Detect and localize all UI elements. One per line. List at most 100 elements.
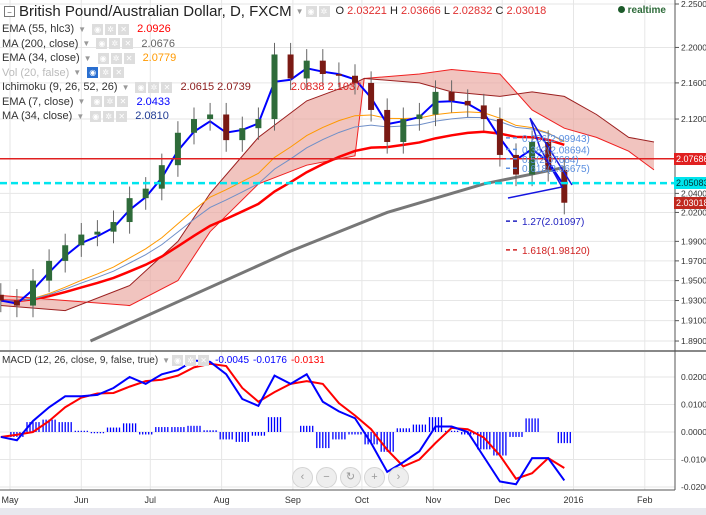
symbol-title-row: − British Pound/Australian Dollar, D, FX… [2, 0, 546, 22]
macd-legend: MACD (12, 26, close, 9, false, true) ▼ ◉… [2, 355, 325, 366]
indicator-value: 2.0676 [141, 37, 175, 50]
macd-signal-line [0, 362, 565, 480]
gear-icon[interactable]: ✲ [105, 23, 117, 35]
candle [464, 100, 471, 106]
close-icon[interactable]: ✕ [117, 96, 129, 108]
eye-icon[interactable]: ◉ [97, 52, 109, 64]
close-icon[interactable]: ✕ [123, 52, 135, 64]
y-tick-label: 2.25000 [681, 0, 706, 9]
fib-level-label: 0.382(2.08694) [522, 145, 590, 156]
ichimoku-cloud [0, 69, 655, 311]
gear-icon[interactable]: ✲ [110, 52, 122, 64]
gear-icon[interactable]: ✲ [318, 5, 330, 17]
x-tick-label: Jul [145, 495, 157, 505]
candle [432, 91, 439, 115]
legend-row: EMA (34, close) ▼ ◉ ✲ ✕ 2.0779 [2, 51, 546, 66]
gear-icon[interactable]: ✲ [103, 110, 115, 122]
indicator-value: 2.0779 [142, 52, 177, 65]
x-tick-label: 2016 [563, 495, 583, 505]
gear-icon[interactable]: ✲ [109, 38, 121, 50]
chevron-down-icon[interactable]: ▼ [121, 82, 130, 92]
gear-icon[interactable]: ✲ [148, 81, 160, 93]
y-tick-label: 1.91000 [681, 316, 706, 326]
candle [110, 222, 117, 232]
chevron-down-icon[interactable]: ▼ [73, 68, 82, 78]
eye-icon[interactable]: ◉ [96, 38, 108, 50]
collapse-icon[interactable]: − [4, 5, 15, 17]
close-icon[interactable]: ✕ [116, 110, 128, 122]
indicator-label[interactable]: Vol (20, false) [2, 66, 70, 79]
x-tick-label: Feb [637, 495, 653, 505]
eye-icon[interactable]: ◉ [87, 67, 99, 79]
macd-label[interactable]: MACD (12, 26, close, 9, false, true) [2, 355, 159, 366]
indicator-value: 2.0433 [136, 95, 171, 108]
eye-icon[interactable]: ◉ [172, 355, 184, 366]
ma34-line [0, 116, 565, 302]
close-icon[interactable]: ✕ [122, 38, 134, 50]
candle [448, 91, 455, 101]
realtime-indicator: realtime [617, 5, 666, 16]
trendline-drawing [507, 117, 573, 199]
candle [368, 82, 375, 110]
chevron-down-icon[interactable]: ▼ [83, 53, 92, 63]
eye-icon[interactable]: ◉ [305, 5, 317, 17]
reset-button[interactable]: ↻ [340, 467, 361, 488]
close-icon[interactable]: ✕ [118, 23, 130, 35]
macd-signal-value: -0.0176 [253, 355, 287, 366]
zoom-in-button[interactable]: + [364, 467, 385, 488]
indicator-label[interactable]: MA (34, close) [2, 110, 73, 123]
ema55-line [0, 130, 565, 303]
close-icon[interactable]: ✕ [161, 81, 173, 93]
y-tick-label: 1.99000 [681, 236, 706, 246]
indicator-label[interactable]: MA (200, close) [2, 37, 79, 50]
candle [13, 300, 20, 306]
fib-level-label: 1.27(2.01097) [522, 217, 584, 228]
price-badge: 2.07686 [674, 152, 706, 165]
gear-icon[interactable]: ✲ [100, 67, 112, 79]
candle [223, 114, 230, 141]
candle [335, 73, 342, 76]
candle [46, 260, 53, 281]
chevron-down-icon[interactable]: ▼ [78, 24, 87, 34]
chevron-down-icon[interactable]: ▼ [77, 97, 86, 107]
indicator-label[interactable]: EMA (7, close) [2, 95, 74, 108]
y-tick-label: 1.95000 [681, 276, 706, 286]
ohlc-readout: O 2.03221 H 2.03666 L 2.02832 C 2.03018 [335, 5, 547, 17]
candle [319, 60, 326, 74]
status-dot-icon [617, 6, 625, 13]
eye-icon[interactable]: ◉ [91, 96, 103, 108]
x-tick-label: Oct [355, 495, 370, 505]
eye-icon[interactable]: ◉ [92, 23, 104, 35]
eye-icon[interactable]: ◉ [135, 81, 147, 93]
gear-icon[interactable]: ✲ [185, 355, 197, 366]
indicator-value: 2.0810 [135, 110, 169, 123]
chevron-down-icon[interactable]: ▼ [295, 6, 304, 16]
candle [174, 132, 181, 166]
candle [303, 60, 310, 79]
fib-level-label: 0.618(2.06675) [522, 164, 590, 175]
candle [78, 234, 85, 246]
gear-icon[interactable]: ✲ [104, 96, 116, 108]
symbol-title[interactable]: British Pound/Australian Dollar, D, FXCM [19, 2, 292, 20]
legend-row: Vol (20, false) ▼ ◉ ✲ ✕ [2, 66, 546, 81]
indicator-label[interactable]: EMA (34, close) [2, 52, 80, 65]
indicator-label[interactable]: EMA (55, hlc3) [2, 23, 75, 36]
price-badge: 2.03018 [674, 196, 706, 209]
indicator-value: 2.0615 2.0739 [180, 81, 251, 94]
scroll-left-button[interactable]: ‹ [292, 467, 313, 488]
close-icon[interactable]: ✕ [113, 67, 125, 79]
close-icon[interactable]: ✕ [198, 355, 210, 366]
chevron-down-icon[interactable]: ▼ [76, 111, 85, 121]
y-tick-label: 1.93000 [681, 296, 706, 306]
zoom-out-button[interactable]: − [316, 467, 337, 488]
x-tick-label: Sep [285, 495, 301, 505]
scroll-right-button[interactable]: › [388, 467, 409, 488]
chevron-down-icon[interactable]: ▼ [162, 356, 171, 365]
chevron-down-icon[interactable]: ▼ [82, 39, 91, 49]
y-tick-label: 2.04000 [681, 188, 706, 198]
eye-icon[interactable]: ◉ [90, 110, 102, 122]
indicator-label[interactable]: Ichimoku (9, 26, 52, 26) [2, 81, 118, 94]
